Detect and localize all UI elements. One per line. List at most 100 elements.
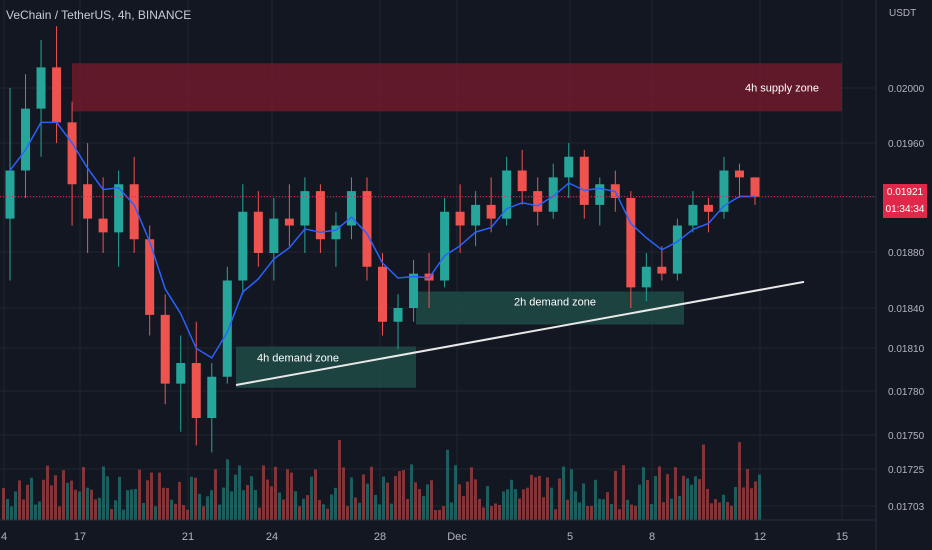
volume-bar	[10, 506, 13, 520]
volume-bar	[62, 470, 65, 520]
volume-bar	[318, 499, 321, 520]
volume-bar	[326, 508, 329, 520]
volume-bar	[586, 505, 589, 520]
volume-bar	[226, 459, 229, 520]
candle-body	[346, 191, 356, 226]
volume-bar	[670, 498, 673, 520]
candle-body	[579, 156, 589, 205]
candle-body	[502, 170, 512, 219]
volume-bar	[698, 479, 701, 520]
volume-bar	[558, 478, 561, 520]
volume-bar	[482, 507, 485, 520]
volume-bar	[542, 497, 545, 520]
volume-bar	[98, 497, 101, 520]
volume-bar	[70, 480, 73, 520]
volume-bar	[138, 469, 141, 520]
volume-bar	[170, 499, 173, 520]
candle-body	[564, 156, 574, 178]
volume-bar	[66, 482, 69, 520]
candle-body	[409, 273, 419, 308]
volume-bar	[414, 482, 417, 520]
volume-bar	[590, 505, 593, 520]
zone-label: 2h demand zone	[514, 297, 596, 309]
volume-bar	[42, 479, 45, 520]
trendline	[235, 280, 805, 386]
volume-bar	[686, 478, 689, 520]
volume-bar	[702, 444, 705, 520]
volume-bar	[438, 509, 441, 520]
volume-bar	[454, 465, 457, 520]
candle-body	[393, 308, 403, 322]
volume-bar	[726, 502, 729, 520]
volume-bar	[714, 499, 717, 520]
volume-bar	[430, 480, 433, 520]
volume-bar	[502, 491, 505, 520]
volume-bar	[358, 502, 361, 520]
volume-bar	[38, 501, 41, 520]
candle-body	[176, 363, 186, 384]
volume-histogram	[2, 440, 761, 520]
candle-body	[52, 67, 62, 123]
volume-bar	[682, 475, 685, 520]
volume-bar	[370, 466, 373, 520]
volume-bar	[654, 475, 657, 520]
candle-body	[21, 108, 31, 171]
volume-bar	[22, 499, 25, 520]
volume-bar	[270, 486, 273, 520]
volume-bar	[234, 474, 237, 520]
volume-bar	[102, 466, 105, 520]
volume-bar	[158, 472, 161, 520]
price-axis-panel	[876, 0, 932, 550]
volume-bar	[442, 506, 445, 520]
volume-bar	[294, 491, 297, 520]
volume-bar	[6, 499, 9, 520]
volume-bar	[374, 494, 377, 520]
volume-bar	[582, 483, 585, 520]
volume-bar	[178, 481, 181, 520]
volume-bar	[410, 464, 413, 520]
x-tick-label: 15	[836, 531, 848, 543]
volume-bar	[434, 509, 437, 520]
volume-bar	[538, 475, 541, 520]
volume-bar	[418, 489, 421, 520]
volume-bar	[610, 503, 613, 520]
volume-bar	[546, 477, 549, 520]
volume-bar	[86, 487, 89, 520]
volume-bar	[274, 466, 277, 520]
volume-bar	[478, 498, 481, 520]
volume-bar	[498, 504, 501, 520]
volume-bar	[142, 503, 145, 520]
candle-body	[98, 218, 108, 233]
candle-body	[269, 218, 279, 253]
volume-bar	[346, 506, 349, 520]
volume-bar	[90, 489, 93, 520]
candle-body	[517, 170, 527, 192]
volume-bar	[30, 477, 33, 520]
candle-body	[440, 211, 450, 281]
volume-bar	[602, 499, 605, 520]
volume-bar	[78, 491, 81, 520]
volume-bar	[606, 492, 609, 520]
volume-bar	[254, 490, 257, 520]
candle-body	[238, 211, 248, 281]
x-tick-label: 24	[266, 531, 278, 543]
volume-bar	[290, 472, 293, 520]
volume-bar	[54, 475, 57, 520]
volume-bar	[422, 496, 425, 520]
volume-bar	[122, 509, 125, 520]
volume-bar	[154, 506, 157, 520]
volume-bar	[258, 507, 261, 520]
volume-bar	[222, 487, 225, 520]
volume-bar	[386, 482, 389, 520]
moving-average-line	[9, 121, 756, 359]
currency-unit-label: USDT	[889, 8, 917, 19]
y-tick-label: 0.01750	[888, 431, 925, 442]
volume-bar	[314, 469, 317, 520]
volume-bar	[354, 497, 357, 520]
volume-bar	[758, 474, 761, 520]
candle-body	[129, 184, 139, 240]
candle-body	[719, 170, 729, 212]
x-tick-label: 8	[649, 531, 655, 543]
